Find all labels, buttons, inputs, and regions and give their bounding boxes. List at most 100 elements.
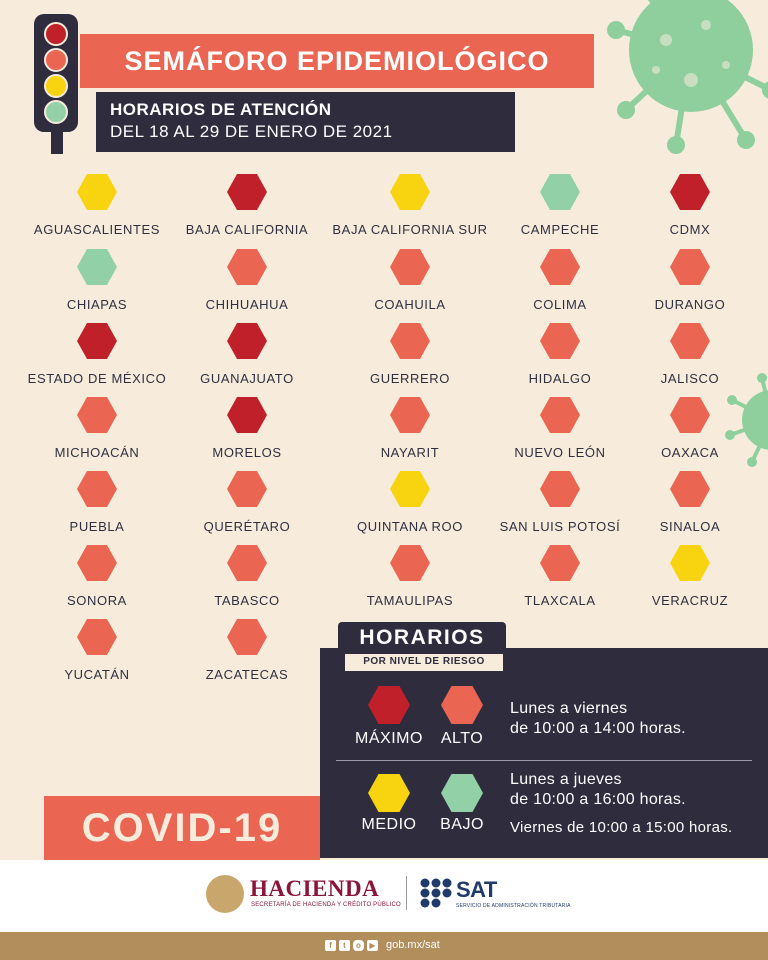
state-risk-hexagon-icon	[670, 545, 710, 581]
footer-logos	[0, 860, 768, 932]
state-item: NUEVO LEÓN	[475, 397, 645, 460]
state-risk-hexagon-icon	[390, 545, 430, 581]
state-name: QUINTANA ROO	[357, 519, 463, 534]
state-risk-hexagon-icon	[77, 545, 117, 581]
state-item: DURANGO	[605, 249, 768, 312]
state-name: HIDALGO	[528, 371, 592, 386]
state-name: SINALOA	[659, 519, 721, 534]
state-name: CAMPECHE	[520, 222, 600, 237]
state-item: GUANAJUATO	[162, 323, 332, 386]
state-item: BAJA CALIFORNIA SUR	[325, 174, 495, 237]
state-name: GUANAJUATO	[200, 371, 294, 386]
virus-icon	[607, 0, 768, 154]
facebook-icon[interactable]: f	[325, 940, 336, 951]
schedule-low-days: Lunes a jueves	[510, 771, 622, 788]
state-item: PUEBLA	[12, 471, 182, 534]
instagram-icon[interactable]: o	[353, 940, 364, 951]
maximo-hexagon-icon	[368, 686, 410, 724]
state-name: MORELOS	[212, 445, 282, 460]
subtitle-box	[96, 92, 515, 152]
state-risk-hexagon-icon	[227, 323, 267, 359]
state-name: DURANGO	[654, 297, 726, 312]
state-item: NAYARIT	[325, 397, 495, 460]
state-risk-hexagon-icon	[77, 471, 117, 507]
state-item: QUINTANA ROO	[325, 471, 495, 534]
schedule-friday-hours: Viernes de 10:00 a 15:00 horas.	[510, 819, 733, 836]
state-item: MORELOS	[162, 397, 332, 460]
alto-label: ALTO	[440, 730, 484, 747]
state-name: JALISCO	[660, 371, 720, 386]
state-item: JALISCO	[605, 323, 768, 386]
state-risk-hexagon-icon	[670, 249, 710, 285]
state-item: OAXACA	[605, 397, 768, 460]
bajo-hexagon-icon	[441, 774, 483, 812]
state-risk-hexagon-icon	[670, 471, 710, 507]
state-risk-hexagon-icon	[227, 471, 267, 507]
state-item: CHIAPAS	[12, 249, 182, 312]
state-item: QUERÉTARO	[162, 471, 332, 534]
footer-url-link[interactable]: gob.mx/sat	[386, 939, 440, 951]
schedule-low-hours: de 10:00 a 16:00 horas.	[510, 791, 686, 808]
sat-logo-icon	[420, 878, 452, 908]
state-risk-hexagon-icon	[227, 397, 267, 433]
state-name: CHIHUAHUA	[205, 297, 289, 312]
sat-logo-text: SAT	[456, 877, 497, 902]
footer-separator	[406, 876, 407, 910]
twitter-icon[interactable]: t	[339, 940, 350, 951]
state-item: VERACRUZ	[605, 545, 768, 608]
subtitle-heading: HORARIOS DE ATENCIÓN	[110, 100, 332, 119]
covid-label: COVID-19	[81, 806, 283, 850]
state-name: MICHOACÁN	[54, 445, 140, 460]
state-name: QUERÉTARO	[203, 519, 291, 534]
state-risk-hexagon-icon	[227, 174, 267, 210]
state-risk-hexagon-icon	[540, 545, 580, 581]
state-item: ESTADO DE MÉXICO	[12, 323, 182, 386]
state-name: CHIAPAS	[66, 297, 128, 312]
state-name: ZACATECAS	[205, 667, 289, 682]
medio-label: MEDIO	[361, 816, 417, 833]
state-risk-hexagon-icon	[77, 619, 117, 655]
state-risk-hexagon-icon	[390, 249, 430, 285]
green-lamp	[44, 100, 68, 124]
virus-small-icon	[725, 373, 768, 467]
traffic-light-pole	[51, 128, 63, 154]
state-name: NAYARIT	[380, 445, 440, 460]
state-name: NUEVO LEÓN	[514, 445, 606, 460]
state-item: SINALOA	[605, 471, 768, 534]
youtube-icon[interactable]: ▶	[367, 940, 378, 951]
state-name: TAMAULIPAS	[366, 593, 454, 608]
state-risk-hexagon-icon	[227, 249, 267, 285]
state-name: COLIMA	[533, 297, 587, 312]
state-item: CDMX	[605, 174, 768, 237]
state-name: SONORA	[67, 593, 127, 608]
horarios-title: HORARIOS	[359, 626, 485, 649]
state-name: OAXACA	[661, 445, 719, 460]
horarios-subtitle-box	[345, 654, 503, 671]
schedule-high-hours: de 10:00 a 14:00 horas.	[510, 720, 686, 737]
hacienda-subtitle: SECRETARÍA DE HACIENDA Y CRÉDITO PÚBLICO	[251, 902, 401, 908]
state-name: CDMX	[669, 222, 711, 237]
state-item: SAN LUIS POTOSÍ	[475, 471, 645, 534]
state-risk-hexagon-icon	[670, 397, 710, 433]
state-name: AGUASCALIENTES	[33, 222, 161, 237]
sat-subtitle: SERVICIO DE ADMINISTRACIÓN TRIBUTARIA	[456, 903, 571, 909]
footer-bar	[0, 932, 768, 960]
state-risk-hexagon-icon	[77, 174, 117, 210]
state-name: SAN LUIS POTOSÍ	[499, 519, 621, 534]
state-item: COAHUILA	[325, 249, 495, 312]
maximo-label: MÁXIMO	[355, 730, 423, 747]
state-item: ZACATECAS	[162, 619, 332, 682]
traffic-light-icon	[34, 14, 78, 132]
state-item: GUERRERO	[325, 323, 495, 386]
state-risk-hexagon-icon	[540, 323, 580, 359]
state-risk-hexagon-icon	[540, 471, 580, 507]
state-risk-hexagon-icon	[390, 174, 430, 210]
yellow-lamp	[44, 74, 68, 98]
state-item: COLIMA	[475, 249, 645, 312]
state-name: BAJA CALIFORNIA SUR	[332, 222, 488, 237]
state-risk-hexagon-icon	[77, 323, 117, 359]
state-name: PUEBLA	[69, 519, 125, 534]
alto-hexagon-icon	[441, 686, 483, 724]
state-item: HIDALGO	[475, 323, 645, 386]
state-item: TLAXCALA	[475, 545, 645, 608]
